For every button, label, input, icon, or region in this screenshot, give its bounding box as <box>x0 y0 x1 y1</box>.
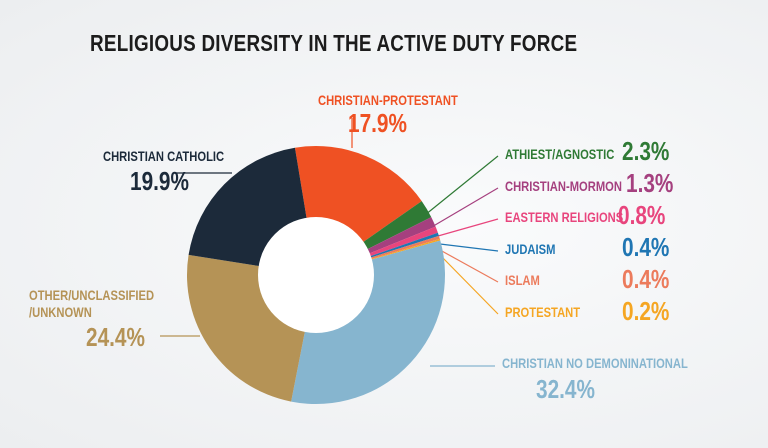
leader-line <box>439 254 499 315</box>
slice-value: 17.9% <box>348 108 407 138</box>
slice-label: ATHIEST/AGNOSTIC <box>505 146 615 162</box>
slice-value: 19.9% <box>130 166 189 196</box>
leader-line <box>437 218 499 237</box>
slice-label: ISLAM <box>505 272 540 288</box>
slice-label: OTHER/UNCLASSIFIED /UNKNOWN <box>29 287 155 320</box>
leader-line <box>424 155 499 216</box>
leader-line <box>429 187 499 229</box>
slice-value: 32.4% <box>536 374 595 404</box>
slice-value: 24.4% <box>86 322 145 352</box>
slice-value: 0.4% <box>622 264 670 294</box>
donut-hole <box>258 217 374 333</box>
leader-line <box>439 243 499 252</box>
slice-value: 2.3% <box>622 136 670 166</box>
slice-label: JUDAISM <box>505 241 556 257</box>
chart-title: RELIGIOUS DIVERSITY IN THE ACTIVE DUTY F… <box>90 30 578 56</box>
slice-value: 0.2% <box>622 296 670 326</box>
slice-label: PROTESTANT <box>505 304 581 320</box>
slice-label: EASTERN RELIGIONS <box>505 209 624 225</box>
slice-label: CHRISTIAN-PROTESTANT <box>318 92 458 108</box>
slice-value: 1.3% <box>626 168 674 198</box>
slice-value: 0.4% <box>622 232 670 262</box>
slice-value: 0.8% <box>618 200 666 230</box>
slice-label: CHRISTIAN NO DEMONINATIONAL <box>502 355 688 371</box>
slice-label: CHRISTIAN CATHOLIC <box>103 148 225 164</box>
slice-label: CHRISTIAN-MORMON <box>505 178 622 194</box>
leader-line <box>439 249 499 283</box>
